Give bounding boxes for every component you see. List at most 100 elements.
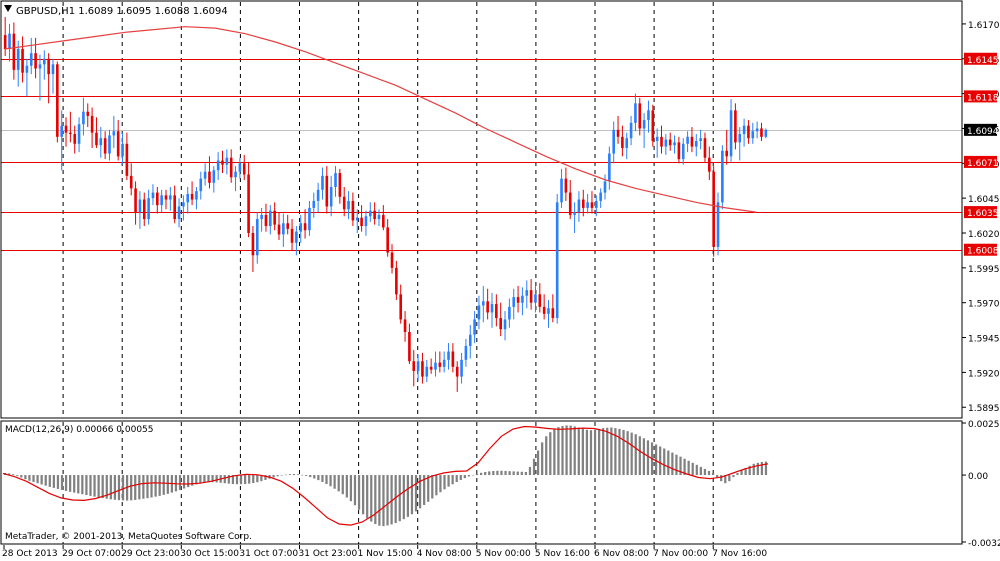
macd-histogram-bar [642, 438, 646, 476]
current-price-box [964, 123, 997, 136]
macd-histogram-bar [292, 474, 296, 476]
macd-histogram-bar [248, 475, 251, 484]
time-axis[interactable]: 28 Oct 2013 29 Oct 07:00 29 Oct 23:00 30 Oc… [2, 545, 767, 559]
macd-histogram-bar [634, 434, 637, 476]
price-tick-label: 1.6020 [968, 230, 1000, 240]
candle-body [125, 143, 129, 176]
level-label-text: 1.6145 [967, 56, 999, 66]
candle-body [377, 214, 381, 220]
macd-histogram-bar [313, 475, 316, 479]
macd-tick-label: 0.00255 [968, 420, 1000, 430]
symbol-title: GBPUSD,H1 1.6089 1.6095 1.6088 1.6094 [16, 6, 228, 17]
time-tick-label: 29 Oct 07:00 [62, 549, 121, 559]
macd-histogram-bar [329, 475, 332, 487]
macd-histogram-bar [573, 426, 576, 476]
candle-body [586, 202, 589, 208]
collapse-arrow-icon[interactable] [4, 5, 12, 12]
macd-histogram-bar [264, 475, 267, 480]
level-label-text: 1.6118 [967, 93, 999, 103]
macd-histogram-bar [239, 475, 243, 485]
candle-body [103, 138, 107, 154]
candle-body [195, 191, 198, 200]
candle-body [529, 290, 533, 303]
macd-histogram-bar [402, 475, 405, 520]
horizontal-levels[interactable] [1, 59, 962, 251]
candle-body [112, 131, 116, 136]
candle-body [273, 210, 276, 225]
candle-body [208, 171, 211, 183]
macd-histogram-bar [626, 431, 629, 476]
macd-histogram-bar [602, 428, 605, 476]
macd-histogram [3, 425, 768, 527]
candle-body [503, 319, 507, 330]
candle-body [638, 103, 642, 129]
candle-body [142, 199, 146, 220]
candle-body [760, 128, 763, 137]
candle-body [312, 200, 316, 208]
candle-body [364, 216, 368, 227]
macd-histogram-bar [744, 467, 747, 476]
candle-body [156, 192, 159, 206]
candle-body [321, 175, 324, 190]
macd-tick-label: -0.00328 [968, 539, 1000, 549]
candle-body [21, 49, 24, 73]
macd-histogram-bar [280, 475, 283, 476]
candle-body [251, 233, 255, 256]
macd-histogram-bar [492, 470, 495, 476]
candle-body [577, 199, 581, 213]
candle-body [703, 138, 707, 158]
candle-body [255, 219, 259, 256]
macd-title: MACD(12,26,9) 0.00066 0.00055 [5, 425, 154, 435]
candle-body [151, 192, 155, 199]
macd-histogram-bar [24, 475, 27, 480]
candle-body [286, 223, 290, 229]
macd-histogram-bar [447, 475, 450, 487]
candle-body [481, 301, 485, 306]
level-label-text: 1.6035 [967, 209, 999, 219]
candle-body [612, 129, 615, 154]
candle-body [147, 198, 150, 220]
macd-histogram-bar [524, 471, 528, 476]
candle-body [508, 306, 511, 320]
macd-pane[interactable]: MACD(12,26,9) 0.00066 0.00055 MetaTrader… [0, 420, 963, 545]
macd-histogram-bar [536, 450, 540, 476]
candle-body [564, 178, 568, 193]
candle-body [751, 131, 755, 139]
candle-body [686, 136, 689, 144]
macd-histogram-bar [593, 429, 597, 476]
macd-histogram-bar [52, 475, 55, 488]
candle-body [634, 103, 637, 123]
time-tick-label: 5 Nov 00:00 [476, 549, 531, 559]
candle-body [190, 193, 194, 200]
macd-histogram-bar [683, 458, 686, 476]
macd-histogram-bar [32, 475, 35, 482]
candle-body [434, 362, 437, 370]
candle-body [234, 171, 237, 178]
candle-body [186, 193, 190, 203]
macd-histogram-bar [516, 471, 519, 476]
candle-body [25, 65, 29, 73]
macd-histogram-bar [105, 475, 108, 499]
macd-histogram-bar [675, 454, 678, 476]
candle-body [290, 228, 294, 243]
macd-histogram-bar [504, 470, 507, 476]
price-pane[interactable]: GBPUSD,H1 1.6089 1.6095 1.6088 1.6094 [0, 0, 963, 419]
candle-body [603, 181, 607, 193]
macd-histogram-bar [276, 475, 279, 477]
candle-body [655, 136, 659, 141]
candle-body [73, 134, 77, 144]
candle-body [342, 196, 346, 210]
macd-histogram-bar [451, 475, 454, 485]
candlesticks [3, 16, 768, 392]
macd-histogram-bar [378, 475, 381, 526]
macd-histogram-bar [93, 475, 96, 497]
macd-histogram-bar [414, 475, 418, 512]
macd-histogram-bar [667, 450, 670, 476]
candle-body [3, 35, 7, 49]
macd-histogram-bar [622, 429, 625, 476]
macd-histogram-bar [439, 475, 442, 493]
candle-body [29, 53, 33, 66]
candle-body [47, 58, 50, 75]
candle-body [34, 53, 37, 69]
